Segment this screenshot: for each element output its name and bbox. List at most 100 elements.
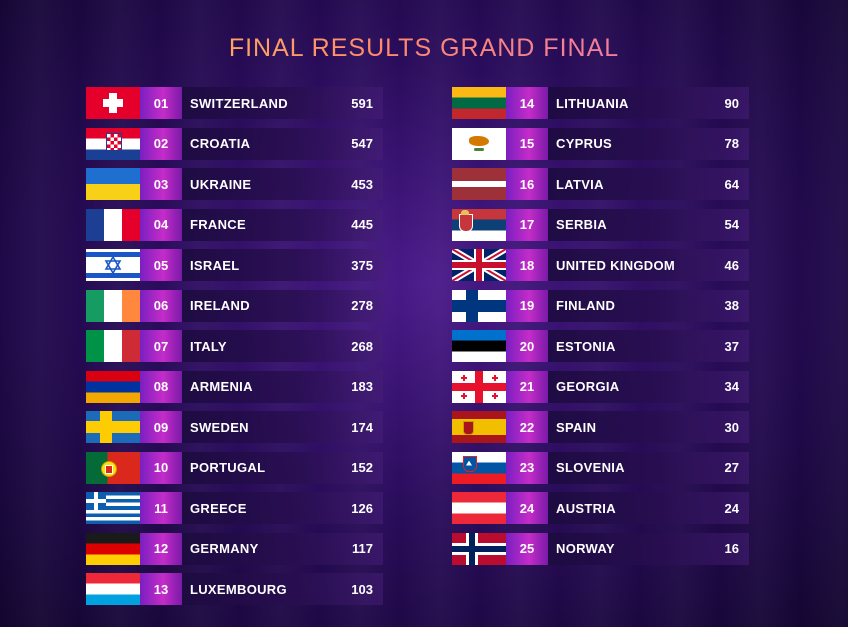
result-row: 08 ARMENIA 183 bbox=[86, 370, 383, 403]
rank-number: 04 bbox=[140, 208, 182, 241]
result-row: 13 LUXEMBOURG 103 bbox=[86, 573, 383, 605]
result-row: 14 LITHUANIA 90 bbox=[452, 87, 749, 119]
result-row: 05 ISRAEL 375 bbox=[86, 249, 383, 281]
rank-number: 08 bbox=[140, 370, 182, 403]
georgia-flag-icon bbox=[452, 370, 506, 403]
estonia-flag-icon bbox=[452, 330, 506, 362]
rank-number: 15 bbox=[506, 127, 548, 160]
luxembourg-flag-icon bbox=[86, 573, 140, 605]
country-name: ARMENIA bbox=[190, 379, 253, 394]
latvia-flag-icon bbox=[452, 168, 506, 200]
italy-flag-icon bbox=[86, 330, 140, 362]
country-name: SWEDEN bbox=[190, 419, 249, 435]
page-title: FINAL RESULTS GRAND FINAL bbox=[0, 34, 848, 63]
points-total: 78 bbox=[724, 136, 739, 151]
result-row: 06 IRELAND 278 bbox=[86, 289, 383, 322]
result-row: 09 SWEDEN 174 bbox=[86, 411, 383, 443]
switzerland-flag-icon bbox=[86, 87, 140, 119]
israel-flag-icon bbox=[86, 249, 140, 281]
country-name: NORWAY bbox=[556, 541, 615, 556]
result-row: 19 FINLAND 38 bbox=[452, 289, 749, 322]
result-row: 03 UKRAINE 453 bbox=[86, 168, 383, 200]
country-name: ITALY bbox=[190, 338, 227, 354]
sweden-flag-icon bbox=[86, 411, 140, 443]
lithuania-flag-icon bbox=[452, 87, 506, 119]
points-total: 90 bbox=[724, 95, 739, 111]
rank-number: 11 bbox=[140, 492, 182, 524]
country-name: FRANCE bbox=[190, 217, 246, 232]
points-total: 27 bbox=[724, 460, 739, 475]
slovenia-flag-icon bbox=[452, 451, 506, 484]
finland-flag-icon bbox=[452, 289, 506, 322]
result-row: 02 CROATIA 547 bbox=[86, 127, 383, 160]
result-row: 15 CYPRUS 78 bbox=[452, 127, 749, 160]
country-name: ESTONIA bbox=[556, 338, 616, 354]
serbia-flag-icon bbox=[452, 208, 506, 241]
austria-flag-icon bbox=[452, 492, 506, 524]
country-name: GERMANY bbox=[190, 541, 259, 556]
result-row: 18 UNITED KINGDOM 46 bbox=[452, 249, 749, 281]
rank-number: 20 bbox=[506, 330, 548, 362]
country-name: UNITED KINGDOM bbox=[556, 257, 676, 273]
norway-flag-icon bbox=[452, 532, 506, 565]
points-total: 46 bbox=[724, 257, 739, 273]
points-total: 38 bbox=[724, 298, 739, 313]
country-name: ISRAEL bbox=[190, 257, 240, 273]
result-row: 12 GERMANY 117 bbox=[86, 532, 383, 565]
points-total: 183 bbox=[351, 379, 373, 394]
result-row: 04 FRANCE 445 bbox=[86, 208, 383, 241]
portugal-flag-icon bbox=[86, 451, 140, 484]
rank-number: 25 bbox=[506, 532, 548, 565]
rank-number: 12 bbox=[140, 532, 182, 565]
armenia-flag-icon bbox=[86, 370, 140, 403]
rank-number: 02 bbox=[140, 127, 182, 160]
country-name: GEORGIA bbox=[556, 379, 620, 394]
points-total: 54 bbox=[724, 217, 739, 232]
country-name: SPAIN bbox=[556, 419, 597, 435]
points-total: 375 bbox=[351, 257, 373, 273]
rank-number: 18 bbox=[506, 249, 548, 281]
points-total: 37 bbox=[724, 338, 739, 354]
result-row: 01 SWITZERLAND 591 bbox=[86, 87, 383, 119]
greece-flag-icon bbox=[86, 492, 140, 524]
result-row: 23 SLOVENIA 27 bbox=[452, 451, 749, 484]
points-total: 278 bbox=[351, 298, 373, 313]
croatia-flag-icon bbox=[86, 127, 140, 160]
country-name: AUSTRIA bbox=[556, 500, 616, 516]
rank-number: 05 bbox=[140, 249, 182, 281]
rank-number: 07 bbox=[140, 330, 182, 362]
france-flag-icon bbox=[86, 208, 140, 241]
rank-number: 01 bbox=[140, 87, 182, 119]
germany-flag-icon bbox=[86, 532, 140, 565]
points-total: 103 bbox=[351, 581, 373, 597]
points-total: 174 bbox=[351, 419, 373, 435]
country-name: CYPRUS bbox=[556, 136, 612, 151]
rank-number: 19 bbox=[506, 289, 548, 322]
points-total: 152 bbox=[351, 460, 373, 475]
country-name: IRELAND bbox=[190, 298, 250, 313]
result-row: 22 SPAIN 30 bbox=[452, 411, 749, 443]
rank-number: 09 bbox=[140, 411, 182, 443]
united-kingdom-flag-icon bbox=[452, 249, 506, 281]
points-total: 34 bbox=[724, 379, 739, 394]
rank-number: 06 bbox=[140, 289, 182, 322]
points-total: 591 bbox=[351, 95, 373, 111]
points-total: 117 bbox=[352, 541, 373, 556]
result-row: 17 SERBIA 54 bbox=[452, 208, 749, 241]
result-row: 25 NORWAY 16 bbox=[452, 532, 749, 565]
results-column-right: 14 LITHUANIA 90 15 CYPRUS 78 16 LATVIA 64 17 SER… bbox=[452, 87, 749, 573]
result-row: 21 GEORGIA 34 bbox=[452, 370, 749, 403]
ukraine-flag-icon bbox=[86, 168, 140, 200]
result-row: 16 LATVIA 64 bbox=[452, 168, 749, 200]
result-row: 24 AUSTRIA 24 bbox=[452, 492, 749, 524]
points-total: 24 bbox=[724, 500, 739, 516]
rank-number: 24 bbox=[506, 492, 548, 524]
country-name: PORTUGAL bbox=[190, 460, 266, 475]
points-total: 126 bbox=[351, 500, 373, 516]
result-row: 20 ESTONIA 37 bbox=[452, 330, 749, 362]
rank-number: 13 bbox=[140, 573, 182, 605]
result-row: 11 GREECE 126 bbox=[86, 492, 383, 524]
results-column-left: 01 SWITZERLAND 591 02 CROATIA 547 03 UKRAINE 453… bbox=[86, 87, 383, 614]
points-total: 30 bbox=[724, 419, 739, 435]
rank-number: 03 bbox=[140, 168, 182, 200]
